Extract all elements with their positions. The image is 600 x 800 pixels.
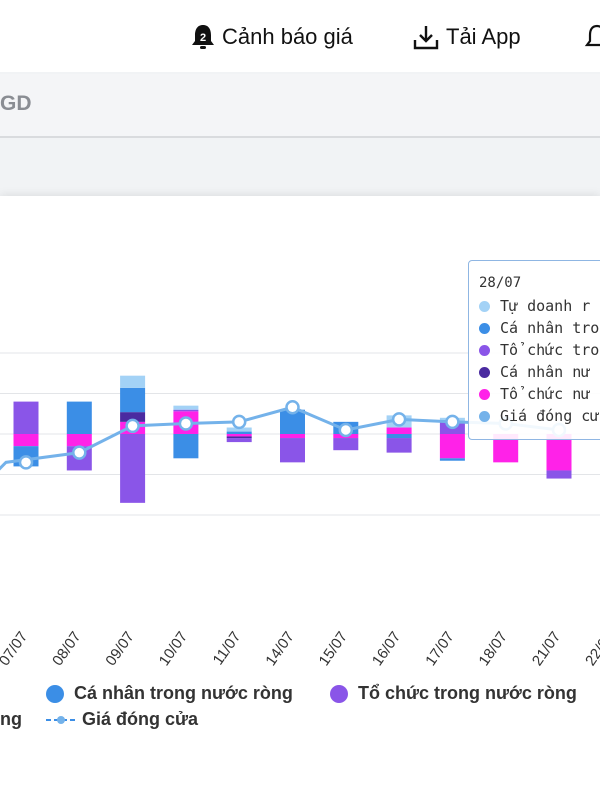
legend-cut-item[interactable]: ng — [0, 709, 22, 730]
tooltip-row: Giá đóng cử — [479, 407, 599, 425]
close-price-point — [178, 416, 194, 431]
legend-dot — [46, 684, 64, 703]
notification-bell-icon — [584, 24, 600, 47]
legend-item-individual-domestic[interactable]: Cá nhân trong nước ròng — [46, 683, 293, 704]
legend-item-institution-domestic[interactable]: Tổ chức trong nước ròng — [330, 683, 577, 704]
tooltip-row: Cá nhân tron — [479, 319, 600, 337]
bar-segment — [120, 412, 146, 422]
bar-segment — [173, 434, 199, 459]
bar-segment — [226, 434, 252, 437]
x-tick-label: 22/07 — [582, 629, 600, 670]
x-tick-label: 17/07 — [422, 629, 457, 670]
tooltip-label: Tổ chức tron — [500, 341, 600, 359]
bar-segment — [386, 438, 412, 453]
line-legend-icon — [46, 715, 76, 724]
legend-label: Cá nhân trong nước ròng — [74, 683, 293, 703]
legend-dot — [330, 684, 348, 703]
download-app-label: Tải App — [446, 24, 521, 49]
tooltip-label: Giá đóng cử — [500, 407, 600, 425]
bar-segment — [439, 434, 465, 459]
price-alert-label: Cảnh báo giá — [222, 24, 353, 49]
tooltip-label: Tổ chức nư — [500, 385, 591, 403]
x-tick-label: 08/07 — [49, 629, 84, 670]
bar-segment — [439, 458, 465, 461]
x-tick-label: 11/07 — [210, 629, 245, 669]
bar-segment — [226, 438, 252, 443]
chart-card: 07/07 08/07 09/07 10/07 11/07 14/07 15/07 16/07… — [0, 196, 600, 800]
x-tick-label: 10/07 — [156, 629, 191, 670]
close-price-point — [391, 412, 407, 427]
close-price-point — [125, 418, 140, 434]
download-app-button[interactable]: Tải App — [412, 22, 521, 52]
bar-segment — [226, 427, 252, 432]
price-alert-button[interactable]: 2 Cảnh báo giá — [190, 22, 353, 52]
legend-item-close-price[interactable]: Giá đóng cửa — [46, 709, 198, 730]
top-bar: 2 Cảnh báo giá Tải App — [0, 0, 600, 72]
bar-segment — [120, 387, 146, 413]
bar-segment — [66, 434, 92, 447]
bar-segment — [13, 401, 39, 434]
tooltip-dot — [479, 344, 490, 356]
close-price-point — [18, 455, 34, 470]
tooltip-dot — [479, 322, 490, 334]
close-price-point — [338, 422, 354, 438]
tooltip-row: Tổ chức tron — [479, 341, 600, 359]
bar-segment — [66, 401, 92, 434]
bell-icon: 2 — [192, 25, 214, 49]
x-tick-label: 16/07 — [369, 629, 404, 670]
tooltip-date: 28/07 — [479, 275, 522, 291]
x-tick-label: 15/07 — [316, 629, 351, 670]
tooltip-dot — [479, 388, 490, 400]
bar-segment — [226, 436, 252, 439]
bar-segment — [173, 405, 199, 410]
x-tick-label: 21/07 — [529, 629, 564, 670]
bar-segment — [120, 375, 146, 388]
tooltip-label: Tự doanh r — [500, 297, 591, 315]
notification-button[interactable] — [584, 22, 600, 52]
close-price-point — [445, 414, 460, 430]
chart-tooltip: 28/07 Tự doanh r Cá nhân tron Tổ chức tr… — [468, 260, 600, 440]
bar-segment — [546, 470, 572, 479]
tooltip-label: Cá nhân tron — [500, 319, 600, 337]
x-tick-label: 18/07 — [476, 629, 511, 670]
tooltip-row: Tự doanh r — [479, 297, 590, 315]
x-tick-label: 14/07 — [262, 629, 297, 670]
bar-segment — [280, 438, 305, 463]
trading-chart: 07/07 08/07 09/07 10/07 11/07 14/07 15/07 16/07… — [0, 352, 600, 670]
close-price-line — [0, 405, 560, 471]
bar-segment — [120, 434, 146, 503]
close-price-point — [285, 400, 300, 415]
legend-label: Giá đóng cửa — [82, 709, 199, 729]
tooltip-row: Tổ chức nư — [479, 385, 590, 403]
close-price-point — [72, 445, 87, 460]
tooltip-dot — [479, 300, 490, 312]
close-price-point — [231, 414, 247, 430]
bar-segment — [280, 434, 305, 439]
sub-header-label: GD — [0, 92, 32, 115]
bar-segment — [226, 431, 252, 434]
price-alert-badge: 2 — [200, 32, 206, 44]
sub-header: GD — [0, 74, 600, 138]
bar-segment — [386, 434, 412, 439]
download-icon — [413, 26, 439, 50]
x-tick-label: 09/07 — [102, 629, 137, 670]
bar-segment — [173, 409, 199, 412]
bar-segment — [546, 434, 572, 471]
legend-label: Tổ chức trong nước ròng — [358, 683, 577, 703]
x-tick-label: 07/07 — [0, 629, 31, 670]
bar-segment — [386, 427, 412, 434]
bar-segment — [333, 438, 359, 451]
tooltip-dot — [479, 410, 490, 422]
tooltip-label: Cá nhân nư — [500, 363, 591, 381]
legend-cut-label: ng — [0, 709, 22, 729]
tooltip-row: Cá nhân nư — [479, 363, 590, 381]
tooltip-dot — [479, 366, 490, 378]
bar-segment — [13, 434, 39, 447]
